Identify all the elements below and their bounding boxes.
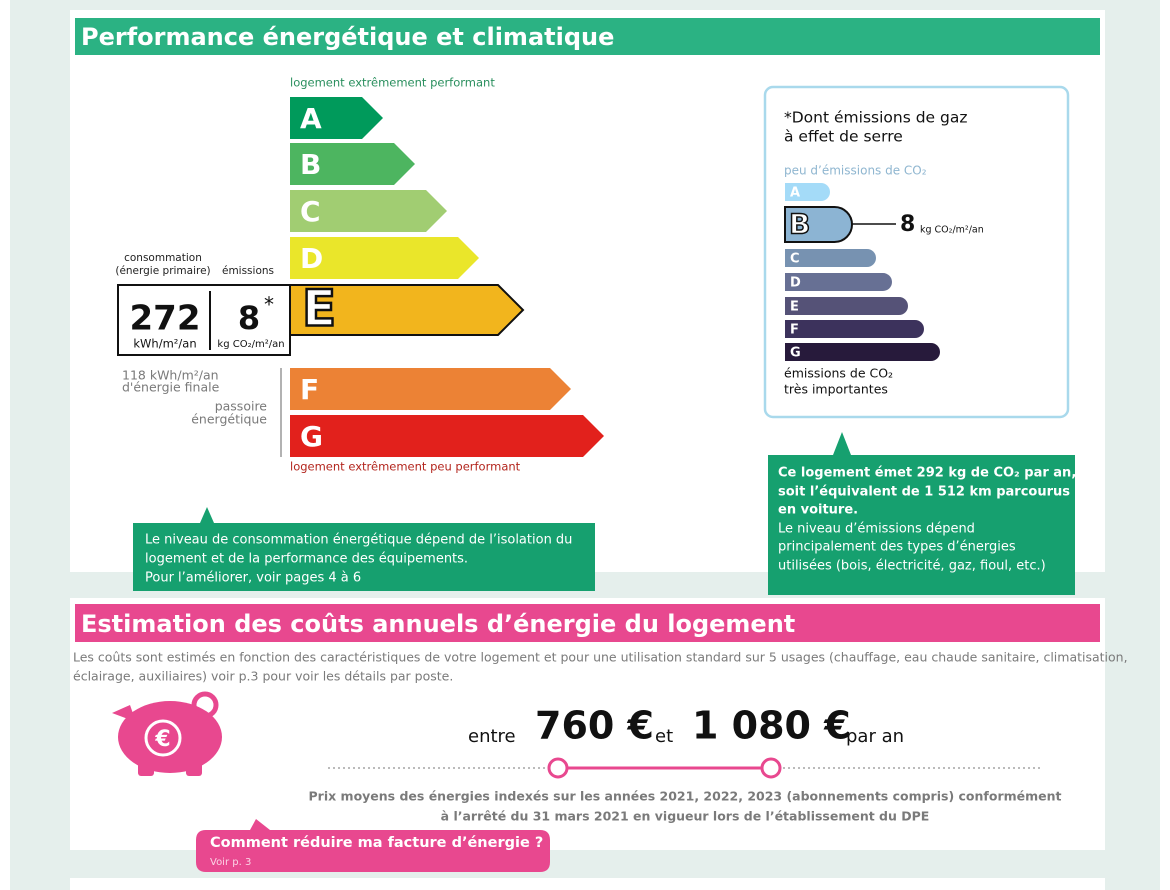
and-word: et [655, 726, 673, 747]
cost-low: 760 € [535, 704, 654, 748]
consumption-label: (énergie primaire) [115, 265, 210, 277]
piggy-body [118, 701, 222, 773]
ghg-title: *Dont émissions de gaz [784, 109, 967, 127]
ghg-note: utilisées (bois, électricité, gaz, fioul… [778, 559, 1046, 574]
ghg-class-letter: A [790, 186, 800, 201]
consumption-value: 272 [130, 299, 201, 339]
piggy-icon: € [112, 691, 222, 776]
energy-note: Pour l’améliorer, voir pages 4 à 6 [145, 571, 361, 586]
ghg-note-bold: Ce logement émet 292 kg de CO₂ par an, [778, 466, 1076, 481]
top-label: logement extrêmement performant [290, 76, 495, 90]
final-energy: 118 kWh/m²/an [122, 368, 219, 383]
passoire: passoire [215, 399, 268, 414]
range-handle [760, 757, 782, 779]
passoire: énergétique [191, 412, 267, 427]
energy-class-letter: F [300, 373, 319, 406]
ghg-class-bar [785, 297, 908, 315]
next-panel [70, 878, 1105, 890]
ghg-note-bold: en voiture. [778, 503, 858, 518]
energy-note-box [133, 507, 595, 591]
energy-class-bar [290, 190, 447, 232]
energy-header [75, 18, 1100, 55]
cost-header [75, 604, 1100, 642]
cost-description: Les coûts sont estimés en fonction des c… [73, 650, 1128, 665]
ghg-note: principalement des types d’énergies [778, 540, 1016, 555]
emissions-value: 8 [238, 299, 260, 337]
piggy-symbol: € [154, 727, 170, 752]
ghg-class-letter: C [790, 252, 800, 267]
piggy-coin [191, 691, 219, 719]
piggy-ear [112, 705, 136, 722]
tip-text[interactable]: Comment réduire ma facture d’énergie ? [210, 835, 543, 851]
consumption-label: consommation [124, 252, 202, 264]
piggy-coin [144, 719, 182, 757]
ghg-class-bar [784, 206, 853, 243]
ghg-class-bar [785, 273, 892, 291]
tip-box[interactable] [196, 819, 550, 872]
cost-title: Estimation des coûts annuels d’énergie d… [81, 610, 795, 638]
ghg-note-box [768, 432, 1075, 595]
energy-class-letter: C [300, 195, 321, 228]
ghg-bottom-label: émissions de CO₂ [784, 366, 893, 381]
ghg-value: 8 [900, 212, 915, 237]
emissions-unit: kg CO₂/m²/an [217, 339, 284, 350]
consumption-unit: kWh/m²/an [133, 337, 196, 351]
ghg-class-bar [785, 320, 924, 338]
cost-footnote: Prix moyens des énergies indexés sur les… [309, 789, 1062, 804]
energy-class-letter: D [300, 242, 323, 275]
energy-title: Performance énergétique et climatique [81, 23, 614, 51]
ghg-bottom-label: très importantes [784, 382, 888, 397]
cost-footnote: à l’arrêté du 31 mars 2021 en vigueur lo… [441, 809, 930, 824]
bottom-label: logement extrêmement peu performant [290, 460, 521, 474]
ghg-top-label: peu d’émissions de CO₂ [784, 164, 927, 178]
ghg-class-letter: F [790, 323, 799, 338]
range-handle [547, 757, 569, 779]
piggy-leg [186, 760, 202, 776]
emissions-mark: * [264, 293, 274, 317]
tip-ref[interactable]: Voir p. 3 [210, 857, 251, 868]
energy-class-bar [290, 143, 415, 185]
ghg-unit: kg CO₂/m²/an [920, 225, 984, 236]
ghg-class-letter: E [790, 300, 799, 315]
ghg-class-letter: B [789, 208, 810, 241]
ghg-class-bar [785, 343, 940, 361]
ghg-class-letter: G [790, 346, 801, 361]
final-energy: d'énergie finale [122, 380, 220, 395]
ghg-class-bar [785, 249, 876, 267]
energy-note: logement et de la performance des équipe… [145, 552, 468, 567]
ghg-title: à effet de serre [784, 128, 903, 146]
from-word: entre [468, 726, 516, 747]
emissions-label: émissions [222, 265, 274, 277]
energy-class-letter: A [300, 102, 322, 135]
ghg-class-letter: D [790, 276, 801, 291]
ghg-class-bar [785, 183, 830, 201]
value-box [117, 284, 291, 356]
cost-description: éclairage, auxiliaires) voir p.3 pour vo… [73, 669, 453, 684]
energy-note: Le niveau de consommation énergétique dé… [145, 533, 572, 548]
piggy-leg [138, 760, 154, 776]
per-year: par an [846, 726, 904, 747]
energy-class-bar [290, 368, 571, 410]
energy-class-letter: E [302, 280, 336, 338]
ghg-note-bold: soit l’équivalent de 1 512 km parcourus [778, 485, 1070, 500]
energy-class-bar [290, 237, 479, 279]
energy-class-letter: B [300, 148, 321, 181]
energy-class-letter: G [300, 420, 323, 453]
ghg-note: Le niveau d’émissions dépend [778, 522, 975, 537]
energy-class-bar [290, 97, 383, 139]
energy-class-bar [290, 415, 604, 457]
cost-high: 1 080 € [692, 704, 851, 748]
